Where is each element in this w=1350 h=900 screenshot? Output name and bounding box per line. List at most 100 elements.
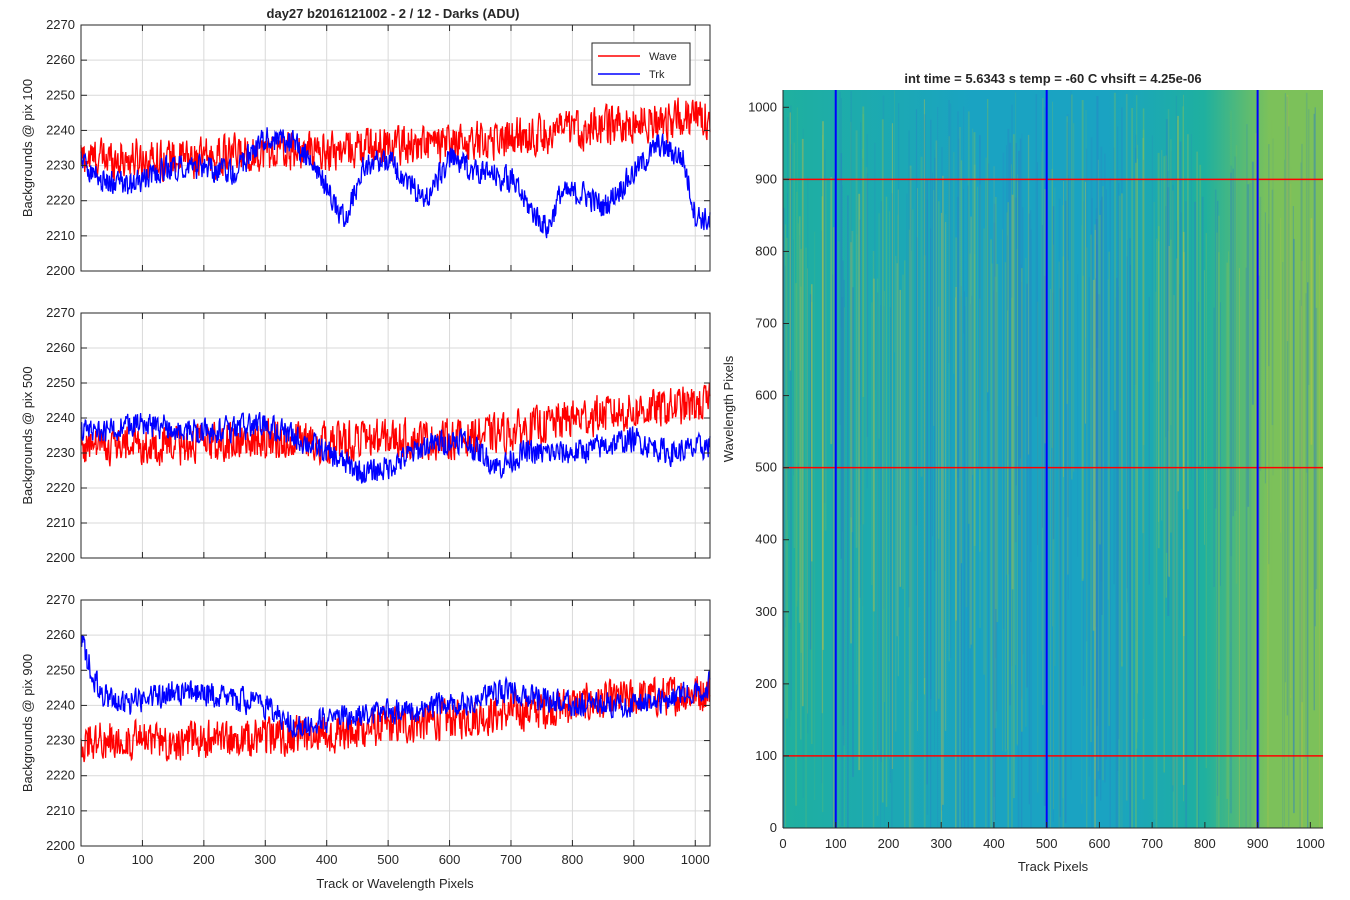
heatmap-streak	[1050, 288, 1051, 828]
heatmap-streak	[842, 260, 844, 726]
heatmap-streak	[1254, 267, 1256, 828]
heatmap-streak	[1185, 280, 1188, 829]
heatmap-streak	[1097, 159, 1099, 772]
heatmap-streak	[823, 149, 826, 503]
heatmap-streak	[1180, 212, 1182, 550]
heatmap-streak	[953, 152, 955, 374]
heatmap-streak	[949, 103, 952, 658]
heatmap-streak	[1136, 158, 1138, 694]
heatmap-streak	[1245, 267, 1247, 828]
heatmap-streak	[1007, 202, 1009, 828]
heatmap-streak	[987, 108, 989, 412]
heatmap-streak	[1015, 92, 1017, 665]
heatmap-streak	[1118, 182, 1120, 740]
heatmap-streak	[1021, 207, 1024, 655]
heatmap-streak	[1058, 198, 1061, 828]
heatmap-streak	[843, 279, 845, 746]
heatmap-streak	[1184, 201, 1187, 828]
heatmap-streak	[842, 185, 843, 532]
heatmap-streak	[1009, 142, 1012, 706]
heatmap-streak	[832, 274, 834, 828]
heatmap-streak	[1201, 196, 1204, 461]
heatmap-streak	[1216, 232, 1218, 829]
x-tick-label: 800	[562, 852, 584, 867]
y-tick-label: 2250	[46, 662, 75, 677]
heatmap-streak	[1002, 152, 1005, 629]
y-tick-label: 100	[755, 748, 777, 763]
heatmap-streak	[1115, 297, 1117, 828]
heatmap-streak	[885, 196, 888, 807]
heatmap-streak	[1090, 234, 1092, 743]
heatmap-streak	[904, 260, 906, 828]
heatmap-streak	[972, 128, 974, 475]
heatmap-streak	[1142, 129, 1145, 800]
heatmap-streak	[895, 255, 897, 732]
figure-x-axis-label: Track or Wavelength Pixels	[316, 876, 474, 891]
heatmap-streak	[1183, 94, 1184, 802]
heatmap-streak	[1062, 256, 1065, 828]
y-tick-label: 200	[755, 676, 777, 691]
heatmap-streak	[917, 188, 918, 732]
heatmap-streak	[1020, 264, 1022, 828]
heatmap-streak	[937, 306, 940, 539]
x-tick-label: 700	[1141, 836, 1163, 851]
heatmap-streak	[1054, 187, 1056, 666]
heatmap-streak	[1187, 134, 1189, 510]
heatmap-streak	[979, 184, 981, 628]
heatmap-streak	[1070, 91, 1072, 780]
heatmap-streak	[1107, 279, 1109, 600]
heatmap-streak	[1284, 93, 1286, 683]
heatmap-streak	[839, 91, 841, 425]
heatmap-streak	[1014, 197, 1017, 543]
heatmap-streak	[1320, 169, 1321, 622]
heatmap-streak	[926, 178, 928, 785]
x-tick-label: 600	[1089, 836, 1111, 851]
heatmap-streak	[935, 140, 938, 712]
heatmap-streak	[994, 276, 997, 729]
y-tick-label: 2220	[46, 193, 75, 208]
heatmap-streak	[1170, 239, 1172, 533]
heatmap-streak	[1310, 218, 1313, 445]
heatmap-streak	[1167, 109, 1170, 576]
heatmap-streak	[882, 95, 885, 609]
heatmap-streak	[1092, 279, 1095, 631]
heatmap-streak	[1301, 305, 1302, 828]
heatmap-streak	[811, 302, 813, 744]
heatmap-streak	[1305, 92, 1308, 473]
heatmap-streak	[1179, 141, 1182, 399]
y-tick-label: 2240	[46, 122, 75, 137]
heatmap-streak	[1175, 258, 1178, 828]
x-tick-label: 900	[1247, 836, 1269, 851]
heatmap-streak	[880, 305, 882, 828]
heatmap-streak	[1194, 201, 1196, 755]
heatmap-streak	[1226, 262, 1229, 799]
heatmap-streak	[988, 163, 990, 828]
heatmap-streak	[1307, 282, 1309, 828]
heatmap-streak	[898, 103, 900, 636]
heatmap-streak	[896, 263, 898, 637]
heatmap-streak	[909, 168, 912, 685]
heatmap-streak	[1196, 151, 1198, 829]
heatmap-streak	[930, 228, 932, 828]
heatmap-streak	[948, 100, 950, 363]
heatmap-streak	[930, 119, 932, 700]
heatmap-streak	[860, 122, 862, 525]
heatmap-streak	[993, 222, 996, 797]
heatmap-streak	[786, 237, 788, 719]
heatmap-streak	[964, 291, 965, 828]
series-line-wave	[80, 382, 711, 467]
heatmap-streak	[906, 193, 908, 465]
y-tick-label: 500	[755, 460, 777, 475]
heatmap-streak	[934, 157, 936, 571]
x-tick-label: 600	[439, 852, 461, 867]
heatmap-texture	[783, 90, 1321, 829]
heatmap-streak	[1287, 102, 1290, 471]
line-panel-pix-100: 2200 2210 2220 2230 2240 2250 2260 2270 Backgrou…	[20, 17, 711, 278]
heatmap-streak	[1040, 151, 1043, 651]
heatmap-streak	[1158, 241, 1160, 522]
heatmap-streak	[1282, 138, 1285, 712]
heatmap-streak	[1142, 108, 1145, 446]
heatmap-streak	[1182, 231, 1185, 785]
heatmap-streak	[847, 195, 849, 828]
heatmap-streak	[1135, 134, 1137, 641]
